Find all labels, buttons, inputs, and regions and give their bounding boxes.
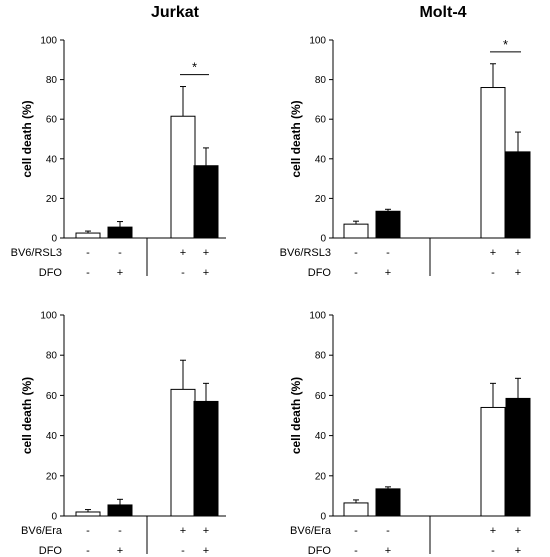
row-label-dfo: DFO — [308, 545, 332, 557]
row-label-treatment: BV6/Era — [290, 525, 332, 537]
dfo-sign: + — [385, 545, 391, 557]
dfo-sign: + — [117, 267, 123, 279]
significance-star: * — [503, 37, 508, 52]
treatment-sign: + — [515, 525, 521, 537]
y-tick-label: 60 — [315, 115, 327, 126]
treatment-sign: + — [490, 247, 496, 259]
y-tick-label: 100 — [40, 311, 57, 322]
dfo-sign: + — [203, 267, 209, 279]
y-tick-label: 20 — [46, 194, 58, 205]
row-label-treatment: BV6/RSL3 — [280, 247, 331, 259]
bar — [170, 115, 196, 239]
dfo-sign: + — [117, 545, 123, 557]
treatment-sign: + — [203, 247, 209, 259]
treatment-sign: + — [180, 247, 186, 259]
y-axis-label: cell death (%) — [20, 377, 34, 454]
treatment-sign: - — [86, 247, 90, 259]
y-tick-label: 60 — [315, 391, 327, 402]
dfo-sign: + — [515, 545, 521, 557]
bar — [193, 165, 219, 239]
treatment-sign: + — [203, 525, 209, 537]
dfo-sign: + — [203, 545, 209, 557]
y-tick-label: 0 — [51, 512, 57, 523]
y-tick-label: 0 — [320, 234, 326, 245]
y-axis-label: cell death (%) — [20, 100, 34, 177]
chart-panel-1: 0 20 40 60 80 100 cell death (%) BV6/RSL3 DFO - - -… — [11, 36, 226, 279]
dfo-sign: - — [86, 545, 90, 557]
y-tick-label: 20 — [315, 194, 327, 205]
dfo-sign: - — [181, 267, 185, 279]
y-tick-label: 20 — [46, 471, 58, 482]
y-tick-label: 80 — [315, 75, 327, 86]
dfo-sign: - — [491, 545, 495, 557]
bar — [480, 87, 506, 239]
row-label-dfo: DFO — [39, 545, 63, 557]
y-axis-label: cell death (%) — [289, 377, 303, 454]
column-title-molt4: Molt-4 — [419, 4, 466, 21]
chart-panel-4: 0 20 40 60 80 100 cell death (%) BV6/Era DFO - - - +… — [289, 311, 531, 557]
bar — [505, 397, 531, 517]
treatment-sign: - — [118, 247, 122, 259]
y-tick-label: 100 — [40, 36, 57, 47]
row-label-dfo: DFO — [39, 267, 63, 279]
treatment-sign: - — [354, 525, 358, 537]
y-tick-label: 40 — [46, 154, 58, 165]
y-tick-label: 40 — [315, 431, 327, 442]
treatment-sign: - — [118, 525, 122, 537]
y-tick-label: 40 — [315, 154, 327, 165]
y-tick-label: 0 — [320, 512, 326, 523]
bar — [107, 226, 133, 239]
dfo-sign: + — [515, 267, 521, 279]
bar — [480, 406, 506, 517]
y-tick-label: 60 — [46, 391, 58, 402]
y-axis-label: cell death (%) — [289, 100, 303, 177]
dfo-sign: - — [181, 545, 185, 557]
treatment-sign: + — [180, 525, 186, 537]
significance-star: * — [192, 60, 197, 75]
dfo-sign: - — [86, 267, 90, 279]
column-title-jurkat: Jurkat — [151, 4, 200, 21]
row-label-dfo: DFO — [308, 267, 332, 279]
treatment-sign: + — [490, 525, 496, 537]
treatment-sign: - — [354, 247, 358, 259]
chart-panel-2: 0 20 40 60 80 100 cell death (%) BV6/RSL3 DFO - - -… — [280, 36, 531, 279]
bar — [343, 502, 369, 517]
bar — [375, 210, 401, 239]
y-tick-label: 80 — [46, 351, 58, 362]
dfo-sign: - — [354, 545, 358, 557]
row-label-treatment: BV6/Era — [21, 525, 63, 537]
bar — [170, 388, 196, 517]
row-label-treatment: BV6/RSL3 — [11, 247, 62, 259]
treatment-sign: - — [386, 525, 390, 537]
dfo-sign: - — [491, 267, 495, 279]
y-tick-label: 0 — [51, 234, 57, 245]
bar — [375, 488, 401, 517]
dfo-sign: + — [385, 267, 391, 279]
dfo-sign: - — [354, 267, 358, 279]
y-tick-label: 80 — [46, 75, 58, 86]
bar — [75, 511, 101, 517]
treatment-sign: - — [386, 247, 390, 259]
y-tick-label: 100 — [309, 36, 326, 47]
y-tick-label: 80 — [315, 351, 327, 362]
treatment-sign: - — [86, 525, 90, 537]
y-tick-label: 60 — [46, 115, 58, 126]
bar — [107, 504, 133, 517]
y-tick-label: 40 — [46, 431, 58, 442]
treatment-sign: + — [515, 247, 521, 259]
y-tick-label: 100 — [309, 311, 326, 322]
y-tick-label: 20 — [315, 471, 327, 482]
chart-panel-3: 0 20 40 60 80 100 cell death (%) BV6/Era DFO - - - +… — [20, 311, 226, 557]
bar — [75, 232, 101, 239]
bar — [343, 223, 369, 239]
bar — [505, 151, 531, 239]
bar — [193, 400, 219, 517]
